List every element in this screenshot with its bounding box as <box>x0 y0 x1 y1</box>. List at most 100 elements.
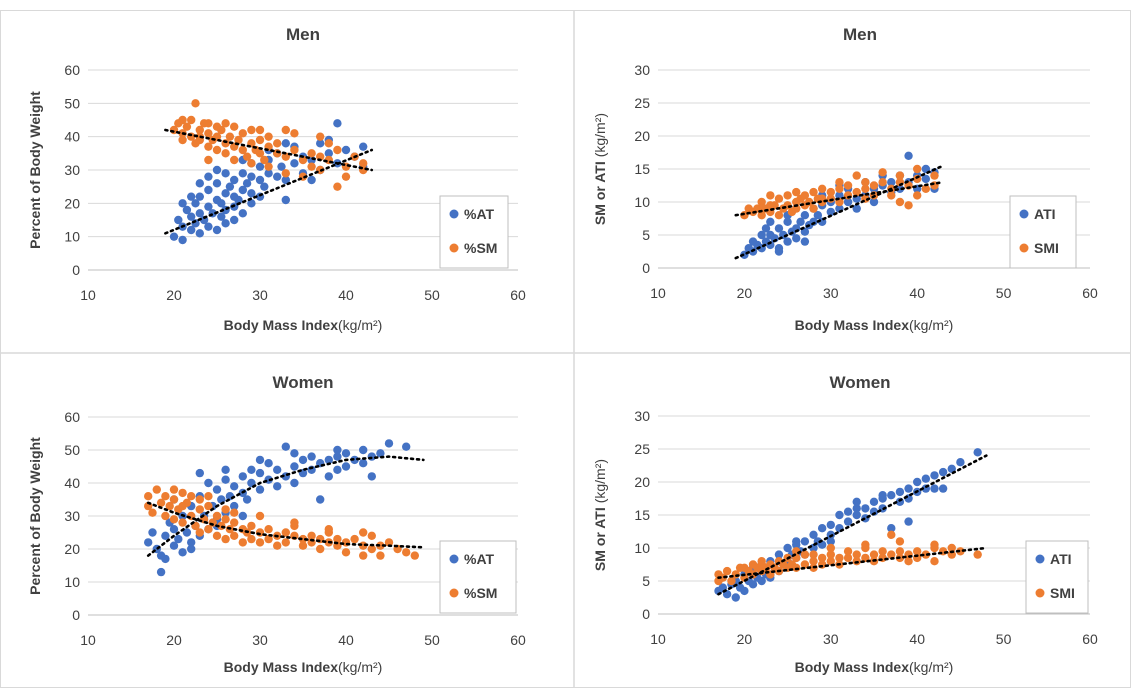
data-point <box>843 547 853 556</box>
data-point <box>230 501 239 511</box>
data-point <box>359 459 368 468</box>
data-point <box>247 534 256 544</box>
data-point <box>947 464 956 473</box>
data-point <box>281 152 290 161</box>
x-axis-label: Body Mass Index(kg/m²) <box>795 317 954 333</box>
x-tick-label: 30 <box>252 632 268 648</box>
legend-box <box>439 195 509 269</box>
data-point <box>290 518 299 527</box>
data-point <box>938 467 948 477</box>
data-point <box>316 132 325 141</box>
data-point <box>273 465 282 474</box>
data-point <box>178 501 187 511</box>
data-point <box>921 184 931 193</box>
data-point <box>826 543 835 553</box>
data-point <box>281 538 290 547</box>
data-point <box>410 551 419 560</box>
data-point <box>182 528 192 537</box>
data-point <box>238 185 247 195</box>
legend: %AT %SM <box>439 540 517 614</box>
data-point <box>255 135 265 145</box>
legend: ATI SMI <box>1009 195 1077 269</box>
data-point <box>290 129 299 138</box>
data-point <box>887 178 896 187</box>
y-tick-label: 0 <box>642 260 650 276</box>
data-point <box>234 195 243 205</box>
data-point <box>191 199 200 208</box>
trendline <box>734 164 945 260</box>
data-point <box>861 540 870 549</box>
data-point <box>290 449 299 458</box>
data-point <box>174 534 183 544</box>
data-point <box>835 178 844 187</box>
data-point <box>367 472 376 481</box>
data-point <box>148 528 157 537</box>
data-point <box>852 187 861 197</box>
data-point <box>169 495 179 504</box>
data-point <box>187 544 196 554</box>
data-point <box>852 550 861 559</box>
data-point <box>887 491 896 500</box>
data-point <box>238 169 247 178</box>
data-point <box>169 525 179 534</box>
data-point <box>930 557 939 566</box>
data-point <box>341 449 351 458</box>
data-point <box>930 540 939 549</box>
x-tick-label: 60 <box>510 287 526 303</box>
data-point <box>835 553 844 563</box>
data-point <box>826 550 835 559</box>
data-point <box>324 472 333 481</box>
y-tick-label: 5 <box>642 227 650 243</box>
data-point <box>298 455 308 465</box>
data-point <box>402 548 411 557</box>
legend-label: %SM <box>464 585 497 601</box>
data-point <box>835 510 844 520</box>
data-point <box>869 550 879 559</box>
data-point <box>242 152 252 161</box>
data-point <box>230 175 239 185</box>
data-point <box>766 201 775 210</box>
y-tick-label: 30 <box>64 508 80 524</box>
data-point <box>783 543 792 553</box>
data-point <box>273 172 282 181</box>
legend-label: SMI <box>1034 240 1059 256</box>
data-point <box>904 517 913 526</box>
data-point <box>809 530 818 539</box>
data-point <box>930 484 939 493</box>
data-point <box>930 471 939 480</box>
data-point <box>230 531 239 540</box>
data-point <box>878 491 887 500</box>
data-point <box>307 452 316 461</box>
data-point <box>861 178 870 187</box>
data-point <box>341 172 351 181</box>
data-point <box>204 142 213 151</box>
data-point <box>341 548 351 557</box>
data-point <box>852 510 861 520</box>
data-point <box>204 185 213 195</box>
data-point <box>718 573 727 582</box>
data-point <box>748 580 758 589</box>
y-tick-label: 20 <box>634 474 650 490</box>
data-point <box>242 179 252 188</box>
data-point <box>384 439 394 448</box>
data-point <box>178 115 187 125</box>
x-tick-label: 20 <box>737 631 753 647</box>
data-point <box>264 534 273 544</box>
legend-box <box>439 540 517 614</box>
data-point <box>333 534 342 544</box>
data-point <box>255 485 265 494</box>
x-tick-label: 40 <box>909 631 925 647</box>
data-point <box>722 566 732 576</box>
data-point <box>792 537 801 546</box>
series-ati <box>714 448 982 602</box>
legend-marker <box>449 243 459 253</box>
data-point <box>242 495 252 504</box>
data-point <box>359 445 368 455</box>
data-point <box>817 553 827 563</box>
data-point <box>195 505 204 514</box>
data-point <box>238 511 247 521</box>
x-tick-label: 60 <box>1082 285 1098 301</box>
x-tick-label: 20 <box>166 287 182 303</box>
